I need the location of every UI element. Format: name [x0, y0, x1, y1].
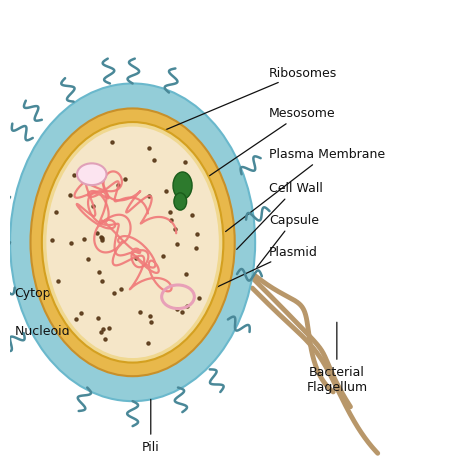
Point	[73, 315, 80, 323]
Point	[99, 325, 107, 333]
Point	[133, 255, 140, 263]
Point	[167, 217, 174, 224]
Point	[146, 193, 153, 200]
Ellipse shape	[77, 164, 107, 186]
Point	[114, 182, 122, 190]
Point	[77, 309, 84, 317]
Ellipse shape	[174, 193, 187, 211]
Point	[94, 314, 102, 322]
Point	[106, 325, 113, 332]
Point	[95, 269, 102, 276]
Point	[182, 271, 190, 278]
Point	[166, 208, 174, 216]
Ellipse shape	[10, 84, 255, 401]
Text: Bacterial
Flagellum: Bacterial Flagellum	[306, 323, 367, 393]
Point	[90, 203, 97, 210]
Ellipse shape	[42, 123, 223, 363]
Point	[173, 306, 181, 313]
Point	[122, 176, 129, 183]
Point	[146, 312, 154, 319]
Point	[55, 278, 62, 285]
Point	[193, 230, 201, 238]
Point	[97, 328, 104, 336]
Point	[99, 237, 106, 245]
Point	[151, 157, 158, 164]
Text: Mesosome: Mesosome	[194, 107, 336, 187]
Point	[172, 225, 179, 233]
Point	[67, 240, 75, 247]
Point	[188, 212, 196, 219]
Text: Cell Wall: Cell Wall	[237, 182, 323, 250]
Text: Cytoplasm: Cytoplasm	[15, 236, 94, 299]
Point	[80, 236, 87, 243]
Point	[70, 172, 78, 179]
Point	[192, 245, 200, 252]
Point	[97, 234, 104, 241]
Ellipse shape	[30, 109, 235, 376]
Point	[110, 290, 118, 297]
Point	[144, 340, 152, 347]
Point	[137, 309, 144, 316]
Point	[145, 146, 153, 153]
Point	[159, 252, 166, 260]
Text: Pili: Pili	[142, 399, 160, 453]
Point	[101, 336, 109, 343]
Text: Plasmid: Plasmid	[199, 246, 318, 296]
Text: Plasma Membrane: Plasma Membrane	[226, 148, 385, 232]
Point	[173, 241, 181, 248]
Point	[52, 209, 60, 216]
Point	[195, 295, 203, 302]
Text: Capsule: Capsule	[257, 213, 319, 268]
Ellipse shape	[46, 127, 219, 358]
Point	[147, 319, 155, 326]
Point	[183, 303, 191, 310]
Text: Ribosomes: Ribosomes	[149, 67, 337, 138]
Point	[178, 308, 186, 316]
Point	[98, 235, 106, 242]
Text: Nucleoid (DNA): Nucleoid (DNA)	[15, 254, 122, 337]
Point	[118, 285, 125, 293]
Point	[109, 139, 116, 146]
Point	[93, 230, 100, 237]
Point	[163, 188, 170, 196]
Point	[181, 159, 188, 167]
Point	[84, 255, 92, 263]
Ellipse shape	[173, 173, 192, 200]
Point	[48, 237, 56, 244]
Point	[67, 192, 74, 199]
Point	[98, 278, 106, 285]
